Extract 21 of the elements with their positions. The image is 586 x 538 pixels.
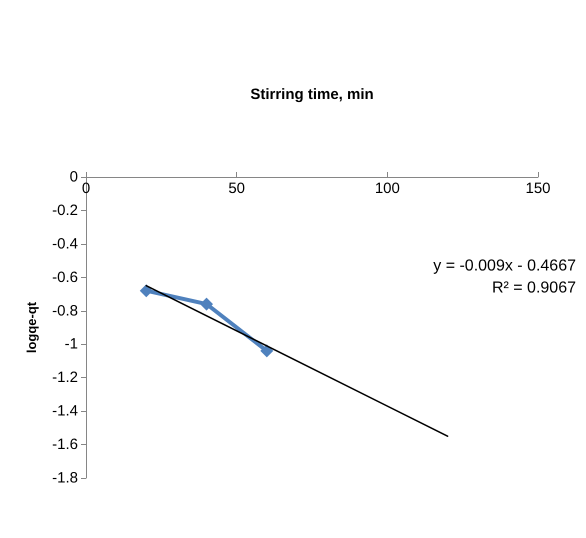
y-tick-label: 0 bbox=[70, 168, 78, 186]
x-tick-label: 50 bbox=[228, 180, 246, 197]
y-tick-label: -1.8 bbox=[52, 470, 78, 486]
y-tick-label: -0.6 bbox=[52, 268, 78, 286]
y-tick-label: -1.6 bbox=[52, 436, 78, 454]
y-tick-label: -1.4 bbox=[52, 402, 78, 420]
y-axis-title: logqe-qt bbox=[24, 301, 39, 354]
y-tick-label: -1 bbox=[64, 336, 78, 353]
y-tick-label: -0.8 bbox=[52, 302, 78, 320]
x-tick-label: 0 bbox=[82, 180, 90, 197]
x-axis-title: Stirring time, min bbox=[250, 86, 374, 103]
y-tick-label: -0.4 bbox=[52, 235, 78, 252]
y-tick-label: -1.2 bbox=[52, 369, 78, 386]
x-tick-label: 150 bbox=[525, 180, 551, 197]
annotation: y = -0.009x - 0.4667 bbox=[433, 258, 576, 274]
point bbox=[260, 344, 274, 358]
annotation: R² = 0.9067 bbox=[492, 280, 576, 296]
point bbox=[140, 284, 153, 298]
y-tick-label: -0.2 bbox=[52, 202, 78, 219]
point bbox=[200, 298, 214, 311]
x-tick-label: 100 bbox=[374, 180, 400, 197]
